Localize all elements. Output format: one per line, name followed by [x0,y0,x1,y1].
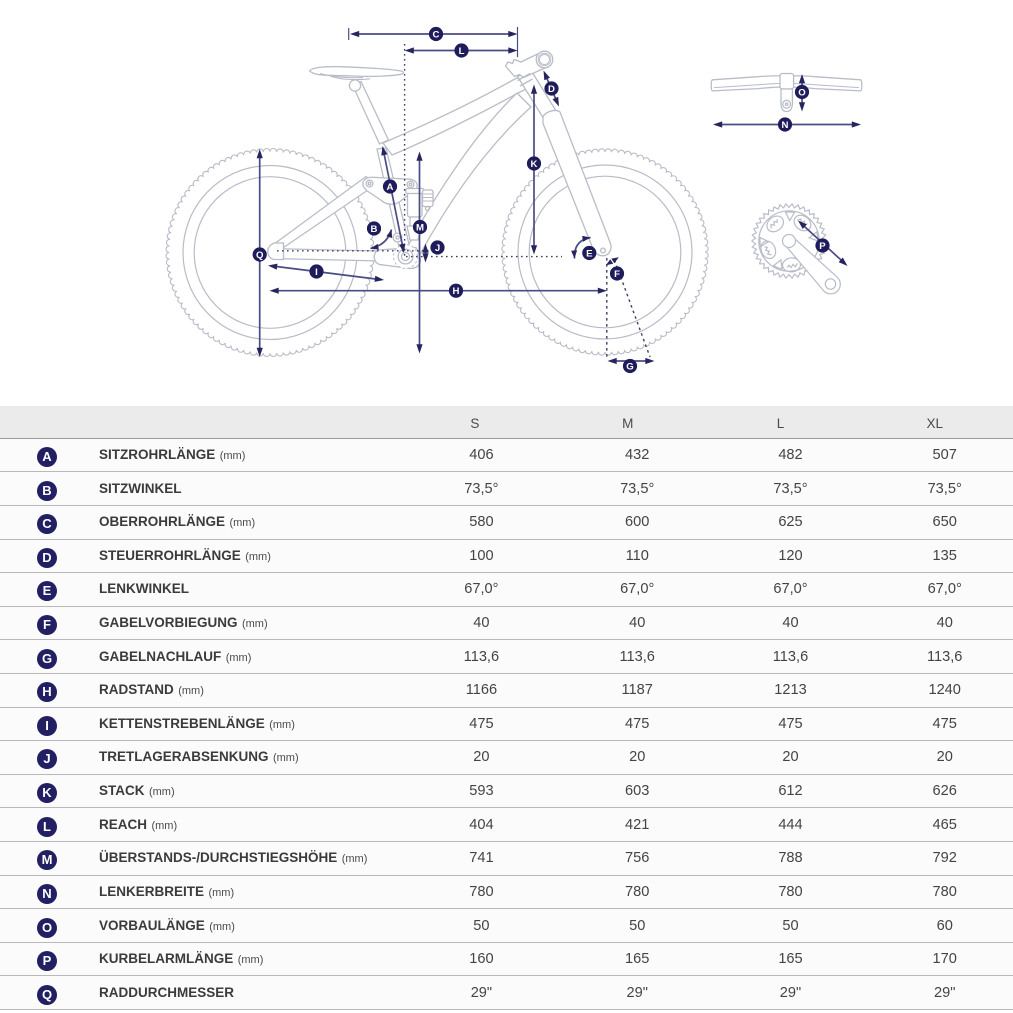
svg-text:M: M [416,222,424,233]
svg-text:C: C [433,29,440,40]
svg-text:L: L [459,46,465,57]
svg-text:F: F [614,269,620,280]
svg-text:D: D [548,84,555,95]
svg-text:A: A [387,182,394,193]
svg-text:E: E [586,248,593,259]
svg-text:B: B [371,224,378,235]
svg-text:H: H [453,286,460,297]
svg-text:N: N [782,120,789,131]
svg-text:P: P [819,241,826,252]
svg-text:I: I [315,267,318,278]
svg-text:O: O [798,87,806,98]
svg-text:G: G [626,361,633,372]
svg-text:Q: Q [256,250,264,261]
svg-text:K: K [531,159,538,170]
svg-text:J: J [435,243,440,254]
